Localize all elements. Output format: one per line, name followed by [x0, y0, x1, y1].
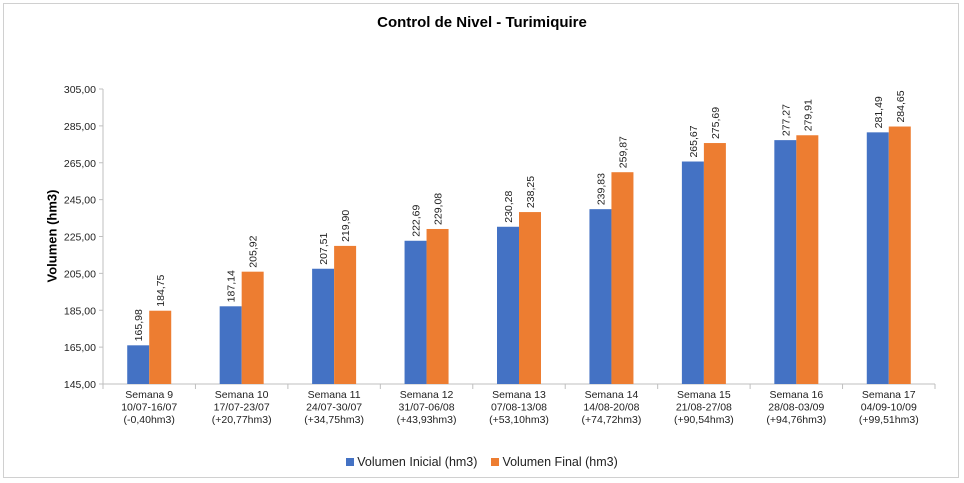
bar-volumen-inicial [312, 268, 335, 384]
bar-volumen-final [888, 126, 911, 384]
x-tick-label: (-0,40hm3) [124, 414, 175, 426]
x-tick-label: (+34,75hm3) [304, 414, 364, 426]
legend-item-initial: Volumen Inicial (hm3) [346, 455, 477, 469]
bar-volumen-final [611, 172, 634, 384]
bar-volumen-inicial [866, 132, 889, 384]
x-tick-label: (+43,93hm3) [397, 414, 457, 426]
x-tick-label: Semana 15 [677, 389, 731, 401]
data-label: 184,75 [155, 274, 167, 306]
data-label: 265,67 [688, 125, 700, 157]
data-label: 281,49 [873, 96, 885, 128]
y-tick-label: 285,00 [64, 121, 96, 133]
legend-swatch-initial [346, 458, 355, 466]
legend-item-final: Volumen Final (hm3) [491, 455, 618, 469]
legend-swatch-final [491, 458, 500, 466]
x-tick-label: Semana 9 [125, 389, 173, 401]
x-tick-label: (+94,76hm3) [766, 414, 826, 426]
bar-volumen-final [149, 310, 172, 384]
data-label: 219,90 [340, 210, 352, 242]
x-tick-label: 10/07-16/07 [121, 402, 177, 414]
x-tick-label: 14/08-20/08 [583, 402, 639, 414]
x-tick-label: Semana 10 [215, 389, 269, 401]
bar-volumen-final [796, 135, 819, 384]
data-label: 239,83 [595, 173, 607, 205]
x-tick-label: 07/08-13/08 [491, 402, 547, 414]
y-tick-label: 205,00 [64, 268, 96, 280]
y-tick-label: 245,00 [64, 195, 96, 207]
chart-title: Control de Nivel - Turimiquire [377, 14, 587, 31]
y-tick-label: 185,00 [64, 305, 96, 317]
data-label: 187,14 [226, 270, 238, 302]
x-tick-label: (+53,10hm3) [489, 414, 549, 426]
bar-volumen-final [426, 228, 449, 384]
data-label: 165,98 [133, 309, 145, 341]
x-tick-label: Semana 16 [769, 389, 823, 401]
data-label: 284,65 [895, 90, 907, 122]
x-tick-label: Semana 14 [585, 389, 639, 401]
x-tick-label: 28/08-03/09 [768, 402, 824, 414]
legend-label-initial: Volumen Inicial (hm3) [357, 455, 478, 469]
bar-volumen-final [519, 212, 541, 384]
bar-volumen-final [334, 245, 357, 384]
bar-volumen-inicial [774, 140, 797, 384]
x-tick-label: Semana 12 [400, 389, 454, 401]
x-tick-label: (+20,77hm3) [212, 414, 272, 426]
y-tick-label: 225,00 [64, 232, 96, 244]
x-tick-label: 31/07-06/08 [399, 402, 455, 414]
y-tick-label: 265,00 [64, 158, 96, 170]
x-tick-label: 21/08-27/08 [676, 402, 732, 414]
legend: Volumen Inicial (hm3) Volumen Final (hm3… [0, 455, 964, 469]
bar-volumen-inicial [219, 306, 242, 384]
data-label: 275,69 [710, 107, 722, 139]
x-tick-label: (+99,51hm3) [859, 414, 919, 426]
bar-volumen-inicial [681, 161, 704, 384]
x-tick-label: Semana 13 [492, 389, 546, 401]
y-tick-label: 145,00 [64, 379, 96, 391]
bar-volumen-final [241, 271, 264, 384]
y-tick-label: 305,00 [64, 84, 96, 96]
x-tick-label: (+90,54hm3) [674, 414, 734, 426]
x-tick-label: 17/07-23/07 [214, 402, 270, 414]
data-label: 230,28 [503, 190, 515, 222]
bar-volumen-final [703, 143, 726, 384]
data-label: 277,27 [780, 104, 792, 136]
data-label: 279,91 [802, 99, 814, 131]
data-label: 222,69 [411, 204, 423, 236]
y-tick-label: 165,00 [64, 342, 96, 354]
x-tick-label: (+74,72hm3) [582, 414, 642, 426]
bar-volumen-inicial [497, 226, 519, 384]
x-tick-label: Semana 11 [308, 389, 361, 401]
x-tick-label: 24/07-30/07 [306, 402, 362, 414]
legend-label-final: Volumen Final (hm3) [502, 455, 618, 469]
bar-volumen-inicial [127, 345, 150, 384]
bar-volumen-inicial [589, 209, 612, 384]
data-label: 229,08 [433, 193, 445, 225]
x-tick-label: 04/09-10/09 [861, 402, 917, 414]
data-label: 205,92 [248, 235, 260, 267]
bar-volumen-inicial [404, 240, 427, 384]
data-label: 259,87 [617, 136, 629, 168]
data-label: 238,25 [525, 176, 537, 208]
data-label: 207,51 [318, 232, 330, 264]
x-tick-label: Semana 17 [862, 389, 916, 401]
